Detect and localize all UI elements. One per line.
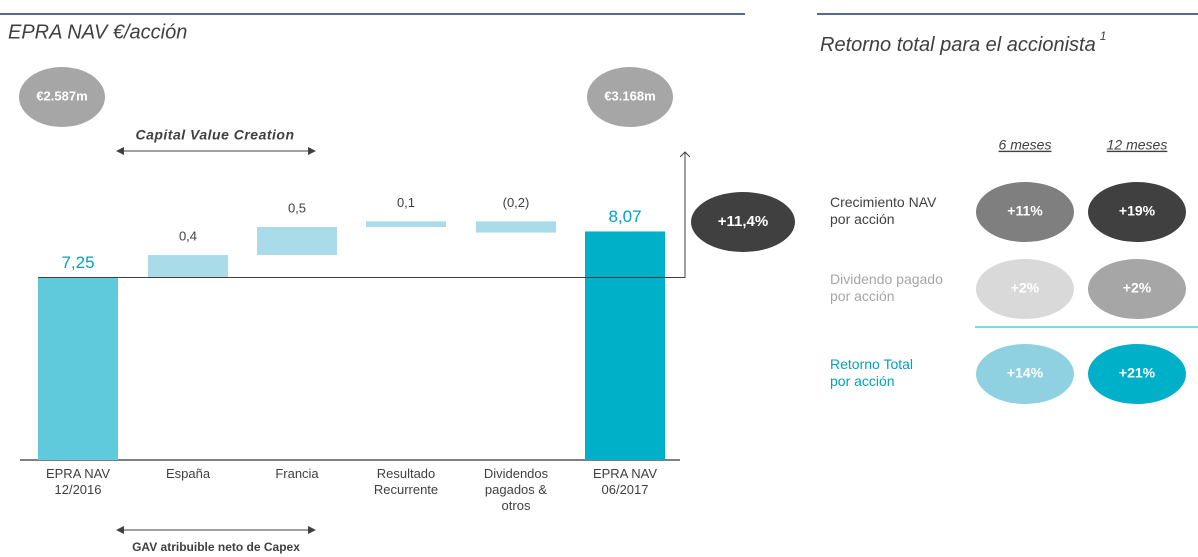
cell: +21%	[1119, 365, 1156, 381]
data-label: (0,2)	[503, 195, 530, 210]
reference-line	[38, 152, 685, 278]
table-title: Retorno total para el accionista 1	[820, 29, 1106, 56]
data-label: 8,07	[608, 207, 641, 226]
x-tick-label: Francia	[275, 466, 319, 481]
end-value: €3.168m	[604, 88, 655, 103]
x-tick-label: España	[165, 466, 211, 481]
bar	[476, 221, 556, 233]
cell: +2%	[1011, 280, 1040, 296]
row-label: Crecimiento NAV por acción	[830, 194, 937, 227]
bubble	[691, 192, 795, 252]
growth: +11,4%	[718, 213, 768, 230]
bubble	[976, 259, 1074, 319]
cell: +19%	[1119, 203, 1156, 219]
cell: +11%	[1007, 203, 1043, 219]
x-tick-label: Dividendos pagados & otros	[483, 466, 549, 513]
column-header: 6 meses	[999, 137, 1052, 153]
bubble	[976, 344, 1074, 404]
bar	[366, 221, 446, 227]
data-label: 0,1	[397, 195, 415, 210]
bar	[257, 226, 337, 256]
start-value: €2.587m	[36, 88, 87, 103]
cell: +2%	[1123, 280, 1152, 296]
data-label: 7,25	[61, 253, 94, 272]
title: Retorno total para el accionista	[820, 34, 1096, 56]
x-tick-label: Resultado Recurrente	[373, 466, 439, 497]
bubble	[1088, 344, 1186, 404]
data-label: 0,4	[179, 228, 197, 243]
annotation: GAV atribuible neto de Capex	[132, 540, 300, 554]
bar	[585, 231, 665, 460]
annotation: Capital Value Creation	[135, 127, 294, 143]
bubble	[19, 67, 105, 127]
bar	[38, 277, 118, 460]
row-label: Dividendo pagado por acción	[830, 271, 943, 304]
bar	[148, 255, 228, 278]
x-tick-label: EPRA NAV 12/2016	[45, 466, 111, 497]
data-label: 0,5	[288, 200, 306, 215]
chart-title: EPRA NAV €/acción	[8, 21, 187, 43]
bubble	[587, 67, 673, 127]
cell: +14%	[1007, 365, 1044, 381]
row-label: Retorno Total por acción	[830, 356, 914, 389]
bubble	[976, 182, 1074, 242]
x-tick-label: EPRA NAV 06/2017	[592, 466, 658, 497]
bubble	[1088, 182, 1186, 242]
bubble	[1088, 259, 1186, 319]
footnote: 1	[1100, 29, 1107, 43]
column-header: 12 meses	[1107, 137, 1168, 153]
